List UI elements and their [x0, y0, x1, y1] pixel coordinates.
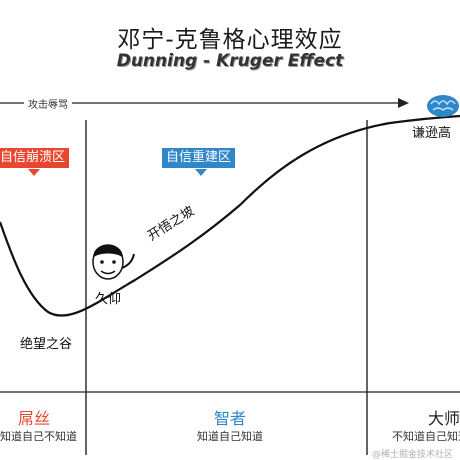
arrow-right-icon: [398, 98, 409, 108]
brain-icon: [427, 95, 459, 117]
zone-collapse-pointer: [28, 169, 40, 176]
stage-title-1: 屌丝: [18, 409, 51, 428]
stage-title-3: 大师: [428, 409, 460, 428]
stage-desc-1: 知道自己不知道: [0, 430, 77, 443]
zone-collapse-label: 自信崩溃区: [0, 148, 70, 168]
stage-desc-3: 不知道自己知道: [392, 430, 460, 443]
stage-title-2: 智者: [214, 409, 247, 428]
page-title: 邓宁-克鲁格心理效应: [117, 27, 343, 53]
zone-rebuild-label: 自信重建区: [162, 148, 236, 168]
watermark: @稀土掘金技术社区: [372, 450, 454, 460]
page-subtitle: Dunning - Kruger Effect: [116, 51, 344, 71]
dk-curve: [0, 114, 460, 317]
valley-label: 绝望之谷: [20, 337, 73, 352]
meme-face-icon: [92, 244, 135, 280]
zone-rebuild-pointer: [195, 169, 207, 176]
axis-label: 攻击辱骂: [24, 96, 72, 111]
plateau-label: 谦逊高: [412, 126, 452, 141]
stage-desc-2: 知道自己知道: [197, 430, 263, 443]
admire-label: 久仰: [95, 292, 122, 307]
